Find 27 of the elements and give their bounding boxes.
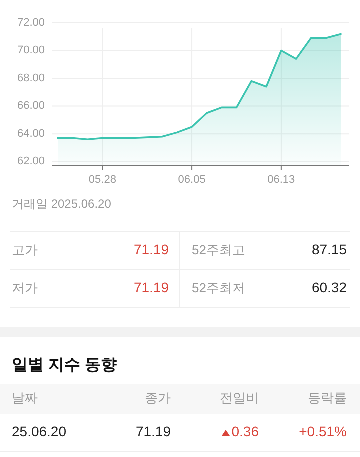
text: 0.36 — [232, 424, 260, 440]
text: 87.15 — [312, 242, 348, 258]
text: 등락률 — [308, 390, 347, 406]
x-tick-label: 06.05 — [178, 174, 206, 186]
y-tick-label: 66.00 — [17, 100, 45, 112]
text: 고가 — [12, 242, 38, 258]
text: 날짜 — [12, 390, 38, 406]
text: 종가 — [145, 390, 171, 406]
text: 52주최고 — [192, 242, 246, 258]
text: 71.19 — [134, 280, 170, 296]
y-tick-label: 70.00 — [17, 44, 45, 57]
text: 저가 — [12, 280, 38, 296]
text: 71.19 — [134, 242, 170, 258]
text: +0.51% — [299, 424, 347, 440]
x-tick-label: 05.28 — [88, 174, 116, 186]
text: 52주최저 — [192, 280, 246, 296]
y-tick-label: 68.00 — [17, 72, 45, 84]
y-tick-label: 62.00 — [17, 156, 45, 168]
text: 전일비 — [220, 390, 259, 406]
text: 60.32 — [312, 280, 348, 296]
text: 거래일 2025.06.20 — [12, 197, 112, 212]
y-tick-label: 64.00 — [17, 128, 45, 140]
text: 25.06.20 — [12, 424, 67, 440]
x-tick-label: 06.13 — [268, 174, 296, 186]
y-tick-label: 72.00 — [17, 16, 45, 29]
text: 71.19 — [136, 424, 172, 440]
text: 일별 지수 동향 — [12, 357, 117, 374]
